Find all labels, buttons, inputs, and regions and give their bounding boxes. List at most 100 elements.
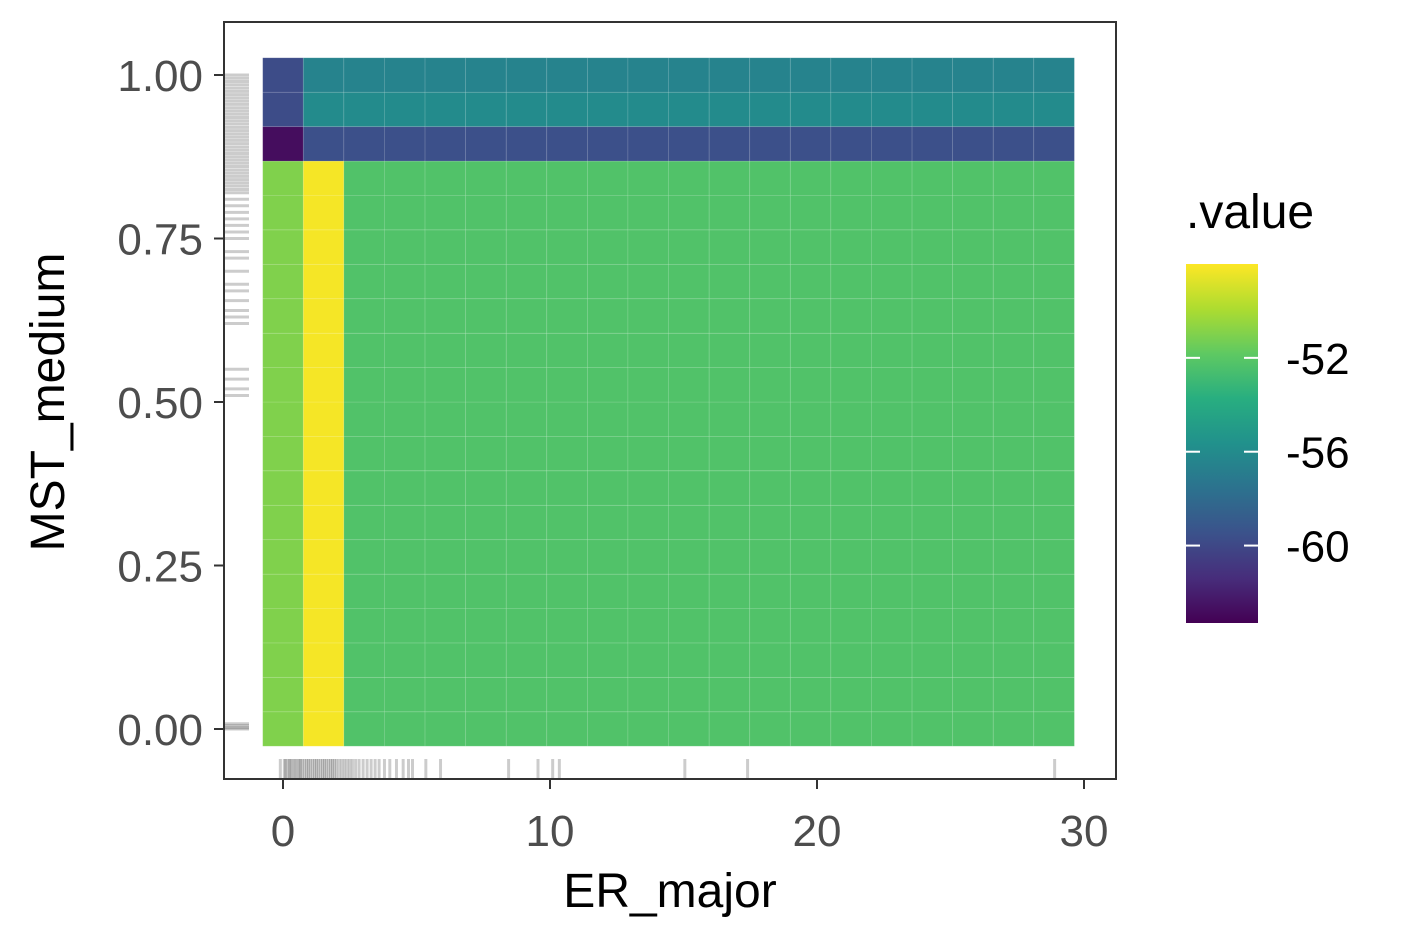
heatmap-tile	[789, 332, 832, 369]
heatmap-tile	[668, 504, 710, 541]
heatmap-tile	[789, 711, 832, 747]
heatmap-tile	[343, 367, 385, 403]
heatmap-tile	[627, 160, 669, 196]
heatmap-tile	[343, 608, 385, 644]
heatmap-tile	[1033, 367, 1075, 403]
heatmap-tile	[465, 435, 507, 472]
heatmap-tile	[911, 401, 954, 437]
heatmap-tile	[262, 711, 304, 747]
heatmap-tile	[749, 263, 791, 300]
heatmap-tile	[992, 677, 1035, 713]
heatmap-tile	[992, 160, 1035, 196]
heatmap-tile	[911, 642, 954, 678]
heatmap-tile	[627, 57, 669, 93]
x-tick-label: 10	[526, 807, 575, 856]
heatmap-tile	[668, 57, 710, 93]
y-axis: 0.00 0.25 0.50 0.75 1.00	[117, 52, 224, 755]
heatmap-tile	[262, 367, 304, 403]
heatmap-tile	[262, 91, 304, 127]
heatmap-tile	[586, 711, 629, 747]
heatmap-tile	[749, 332, 791, 369]
heatmap-tile	[546, 229, 588, 265]
heatmap-tile	[505, 195, 548, 231]
heatmap-tile	[384, 160, 426, 196]
legend-colorbar	[1186, 264, 1258, 623]
heatmap-tile	[424, 160, 467, 196]
heatmap-tile	[586, 263, 629, 300]
heatmap-tile	[424, 367, 467, 403]
heatmap-tile	[952, 435, 994, 472]
heatmap-tile	[424, 401, 467, 437]
heatmap-tile	[505, 470, 548, 506]
heatmap-tile	[586, 57, 629, 93]
heatmap-tile	[586, 401, 629, 437]
heatmap-tile	[424, 608, 467, 644]
heatmap-tile	[262, 298, 304, 334]
heatmap-tile	[586, 539, 629, 575]
y-axis-title: MST_medium	[22, 253, 75, 552]
heatmap-tile	[302, 160, 345, 196]
x-tick-label: 20	[793, 807, 842, 856]
heatmap-tile	[708, 332, 751, 369]
heatmap-tile	[627, 711, 669, 747]
heatmap-tile	[911, 332, 954, 369]
heatmap-tile	[465, 57, 507, 93]
heatmap-tile	[871, 126, 913, 162]
heatmap-tile	[505, 401, 548, 437]
heatmap-tile	[302, 57, 345, 93]
heatmap-tile	[871, 642, 913, 678]
heatmap-tile	[586, 504, 629, 541]
heatmap-tile	[343, 504, 385, 541]
heatmap-tile	[302, 229, 345, 265]
legend-tick-label: -52	[1286, 335, 1350, 384]
heatmap-tile	[830, 539, 872, 575]
heatmap-tile	[424, 711, 467, 747]
heatmap-tile	[708, 711, 751, 747]
heatmap-tile	[871, 401, 913, 437]
heatmap-tile	[586, 229, 629, 265]
heatmap-tile	[668, 160, 710, 196]
heatmap-tile	[708, 677, 751, 713]
heatmap-tile	[546, 573, 588, 609]
heatmap-tile	[262, 57, 304, 93]
heatmap-tile	[992, 401, 1035, 437]
heatmap-tile	[262, 642, 304, 678]
heatmap-tile	[668, 298, 710, 334]
heatmap-tile	[952, 711, 994, 747]
heatmap-tile	[343, 263, 385, 300]
heatmap-tile	[830, 677, 872, 713]
heatmap-tile	[708, 91, 751, 127]
heatmap-tile	[546, 57, 588, 93]
heatmap-tile	[302, 504, 345, 541]
heatmap-tile	[465, 126, 507, 162]
heatmap-tile	[789, 642, 832, 678]
heatmap-tile	[1033, 126, 1075, 162]
heatmap-tile	[749, 195, 791, 231]
heatmap-tile	[992, 57, 1035, 93]
heatmap-tile	[343, 539, 385, 575]
heatmap-tile	[952, 401, 994, 437]
heatmap-tile	[505, 539, 548, 575]
heatmap-tile	[424, 470, 467, 506]
heatmap-tile	[708, 539, 751, 575]
heatmap-tile	[668, 677, 710, 713]
y-tick-label: 0.25	[117, 543, 203, 592]
heatmap-tile	[586, 195, 629, 231]
heatmap-tile	[871, 229, 913, 265]
heatmap-tile	[749, 57, 791, 93]
heatmap-tile	[911, 677, 954, 713]
heatmap-tile	[262, 435, 304, 472]
heatmap-tile	[586, 435, 629, 472]
heatmap-tile	[789, 367, 832, 403]
heatmap-tile	[708, 401, 751, 437]
heatmap-tile	[546, 470, 588, 506]
heatmap-tile	[505, 608, 548, 644]
heatmap-tile	[424, 435, 467, 472]
x-axis-title: ER_major	[563, 865, 776, 918]
heatmap-tile	[465, 677, 507, 713]
heatmap-tile	[465, 91, 507, 127]
heatmap-tile	[627, 401, 669, 437]
heatmap-tile	[546, 608, 588, 644]
heatmap-tile	[343, 470, 385, 506]
heatmap-tile	[992, 504, 1035, 541]
